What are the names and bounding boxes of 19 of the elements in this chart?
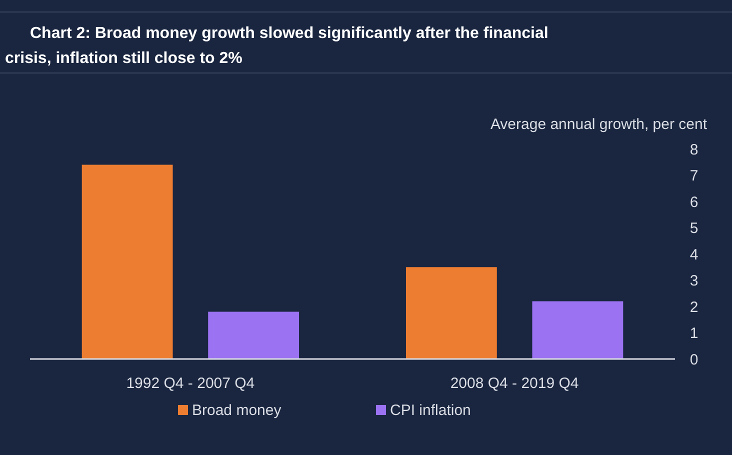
bar: [82, 164, 173, 359]
bar: [532, 301, 624, 359]
y-tick-label: 0: [690, 351, 698, 368]
y-tick-label: 1: [690, 325, 698, 342]
y-axis-title: Average annual growth, per cent: [490, 116, 708, 133]
y-tick-label: 8: [690, 141, 698, 158]
y-tick-label: 2: [690, 298, 698, 316]
y-tick-label: 7: [690, 168, 698, 184]
y-tick-label: 6: [690, 194, 698, 211]
legend-label: CPI inflation: [390, 402, 471, 419]
legend-label: Broad money: [192, 402, 282, 419]
chart-title: Chart 2: Broad money growth slowed significantly after the financial crisis, inflation still close to 2%: [5, 25, 548, 67]
x-tick-label: 1992 Q4 - 2007 Q4: [126, 375, 255, 392]
y-tick-label: 5: [690, 220, 698, 237]
bar: [208, 312, 300, 359]
y-tick-label: 4: [690, 246, 698, 264]
x-tick-label: 2008 Q4 - 2019 Q4: [450, 375, 579, 392]
bar: [406, 267, 497, 359]
y-tick-label: 3: [690, 272, 698, 290]
